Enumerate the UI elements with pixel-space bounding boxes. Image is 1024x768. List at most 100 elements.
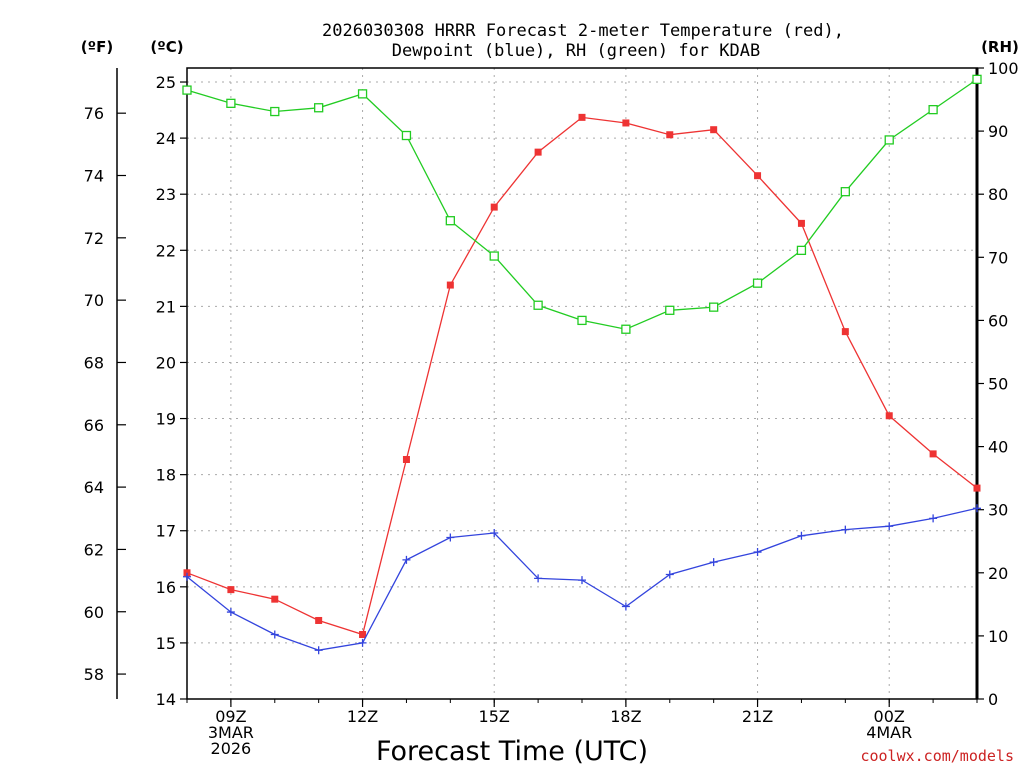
rh-tick-label: 90 — [988, 122, 1008, 141]
dewpoint-point — [534, 574, 543, 583]
celsius-tick-label: 20 — [156, 353, 176, 372]
temperature-point — [666, 131, 674, 139]
gridlines — [187, 68, 977, 699]
celsius-tick-label: 15 — [156, 634, 176, 653]
dewpoint-point — [270, 630, 279, 639]
temperature-point — [446, 281, 454, 289]
temperature-point — [227, 586, 235, 594]
celsius-tick-label: 22 — [156, 241, 176, 260]
temperature-point — [710, 126, 718, 134]
data-series — [182, 74, 982, 655]
fahrenheit-tick-label: 70 — [84, 291, 104, 310]
rh-point — [357, 89, 368, 99]
dewpoint-point — [797, 531, 806, 540]
fahrenheit-tick-label: 66 — [84, 416, 104, 435]
dewpoint-point — [973, 504, 981, 513]
rh-point — [665, 305, 675, 315]
rh-point — [182, 85, 192, 95]
x-tick-label: 00Z — [874, 707, 905, 726]
celsius-tick-label: 21 — [156, 297, 176, 316]
fahrenheit-tick-label: 68 — [84, 353, 104, 372]
fahrenheit-tick-label: 76 — [84, 104, 104, 123]
chart-title-line-2: Dewpoint (blue), RH (green) for KDAB — [392, 41, 760, 61]
rh-point — [401, 130, 412, 141]
temperature-point — [841, 328, 849, 336]
temperature-point — [754, 172, 762, 180]
rh-point — [270, 106, 280, 117]
x-tick-label: 2026 — [211, 739, 252, 758]
rh-tick-label: 0 — [988, 690, 998, 709]
rh-point — [840, 187, 850, 197]
fahrenheit-tick-label: 64 — [84, 478, 104, 497]
rh-point — [445, 216, 455, 226]
temperature-point — [797, 219, 805, 227]
dewpoint-point — [226, 608, 235, 617]
dewpoint-point — [578, 576, 586, 585]
fahrenheit-tick-label: 72 — [84, 229, 104, 248]
celsius-tick-label: 17 — [156, 522, 176, 541]
fahrenheit-tick-label: 60 — [84, 603, 104, 622]
temperature-point — [973, 484, 981, 492]
dewpoint-point — [709, 558, 718, 567]
dewpoint-point — [841, 525, 850, 534]
x-tick-label: 09Z — [215, 707, 246, 726]
celsius-unit-label: (ºC) — [150, 38, 183, 56]
rh-tick-label: 30 — [988, 501, 1008, 520]
temperature-point — [578, 113, 586, 121]
x-tick-label: 3MAR — [208, 723, 254, 742]
rh-tick-label: 50 — [988, 375, 1008, 394]
celsius-tick-label: 18 — [156, 466, 176, 485]
fahrenheit-tick-label: 58 — [84, 665, 104, 684]
rh-point — [752, 278, 763, 288]
celsius-tick-label: 14 — [156, 690, 176, 709]
dewpoint-point — [621, 602, 630, 611]
rh-point — [621, 324, 631, 334]
rh-tick-label: 40 — [988, 438, 1008, 457]
x-tick-label: 21Z — [742, 707, 773, 726]
rh-point — [489, 251, 499, 261]
rh-point — [709, 302, 719, 312]
x-tick-label: 12Z — [347, 707, 378, 726]
rh-point — [972, 74, 982, 85]
rh-tick-label: 100 — [988, 59, 1019, 78]
dewpoint-point — [358, 638, 367, 647]
temperature-point — [402, 456, 410, 464]
rh-tick-label: 80 — [988, 185, 1008, 204]
rh-point — [796, 245, 807, 256]
axes: 14 15 16 17 18 19 20 21 22 23 24 25 58 60 62 64 66 68 70 72… — [84, 59, 1019, 758]
x-tick-label: 18Z — [610, 707, 641, 726]
temperature-point — [359, 630, 367, 638]
watermark: coolwx.com/models — [860, 747, 1014, 765]
rh-tick-label: 60 — [988, 311, 1008, 330]
rh-unit-label: (RH) — [981, 38, 1019, 56]
fahrenheit-tick-label: 62 — [84, 540, 104, 559]
dewpoint-point — [402, 555, 411, 564]
temperature-point — [315, 616, 323, 624]
temperature-point — [929, 450, 937, 458]
dewpoint-point — [314, 646, 323, 655]
x-tick-label: 15Z — [479, 707, 510, 726]
fahrenheit-unit-label: (ºF) — [81, 38, 113, 56]
rh-point — [226, 98, 236, 108]
temperature-point — [490, 203, 498, 211]
temperature-line — [186, 116, 978, 636]
x-tick-label: 4MAR — [866, 723, 912, 742]
dewpoint-point — [183, 572, 191, 581]
dewpoint-point — [490, 528, 499, 537]
dewpoint-point — [446, 533, 455, 542]
celsius-tick-label: 24 — [156, 129, 176, 148]
celsius-tick-label: 19 — [156, 410, 176, 429]
rh-point — [884, 135, 894, 145]
celsius-tick-label: 16 — [156, 578, 176, 597]
temperature-point — [622, 119, 630, 127]
rh-point — [928, 104, 938, 115]
dewpoint-point — [929, 514, 938, 523]
celsius-tick-label: 23 — [156, 185, 176, 204]
temperature-point — [885, 412, 893, 420]
rh-tick-label: 20 — [988, 564, 1008, 583]
x-axis-label: Forecast Time (UTC) — [376, 736, 648, 767]
celsius-tick-label: 25 — [156, 73, 176, 92]
fahrenheit-tick-label: 74 — [84, 167, 104, 186]
temperature-point — [271, 595, 279, 603]
rh-point — [533, 300, 543, 310]
